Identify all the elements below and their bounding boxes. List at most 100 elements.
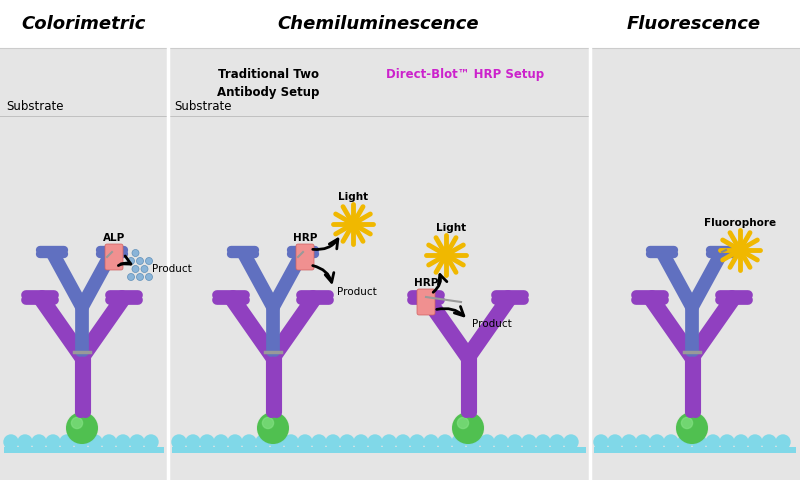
Circle shape [438, 247, 454, 264]
Circle shape [284, 435, 298, 449]
Circle shape [680, 416, 704, 440]
Circle shape [690, 426, 694, 431]
Circle shape [258, 414, 287, 443]
Circle shape [146, 274, 153, 280]
Circle shape [608, 435, 622, 449]
Circle shape [242, 435, 256, 449]
Text: Direct-Blot™ HRP Setup: Direct-Blot™ HRP Setup [386, 68, 544, 81]
Circle shape [73, 419, 92, 438]
Circle shape [564, 435, 578, 449]
Circle shape [678, 414, 706, 443]
FancyBboxPatch shape [105, 244, 123, 270]
Circle shape [410, 435, 424, 449]
Circle shape [127, 257, 134, 264]
Circle shape [466, 426, 470, 431]
Text: Traditional Two
Antibody Setup: Traditional Two Antibody Setup [217, 68, 319, 99]
Circle shape [88, 435, 102, 449]
Circle shape [454, 414, 482, 443]
Circle shape [256, 435, 270, 449]
Circle shape [731, 241, 749, 258]
Circle shape [257, 412, 289, 444]
Circle shape [536, 435, 550, 449]
Circle shape [18, 435, 32, 449]
Circle shape [200, 435, 214, 449]
Circle shape [116, 435, 130, 449]
Circle shape [455, 415, 481, 441]
Circle shape [452, 412, 484, 444]
Circle shape [267, 422, 278, 433]
Circle shape [466, 426, 470, 430]
Circle shape [172, 435, 186, 449]
Circle shape [550, 435, 564, 449]
Circle shape [141, 265, 148, 273]
Circle shape [4, 435, 18, 449]
Circle shape [80, 426, 83, 430]
Circle shape [688, 424, 696, 432]
Circle shape [67, 414, 97, 443]
Circle shape [678, 414, 706, 442]
Circle shape [466, 435, 480, 449]
Circle shape [146, 257, 153, 264]
Circle shape [70, 415, 94, 441]
Bar [594, 447, 796, 453]
Circle shape [689, 425, 695, 431]
Circle shape [271, 426, 274, 430]
Text: Fluorophore: Fluorophore [704, 218, 776, 228]
Circle shape [266, 421, 280, 435]
Circle shape [494, 435, 508, 449]
Circle shape [677, 413, 707, 443]
Circle shape [458, 419, 478, 438]
Circle shape [260, 415, 286, 441]
Circle shape [453, 413, 483, 443]
Circle shape [102, 435, 116, 449]
FancyBboxPatch shape [296, 244, 314, 270]
Text: ALP: ALP [103, 233, 125, 243]
Circle shape [452, 435, 466, 449]
Text: Substrate: Substrate [6, 100, 63, 113]
Circle shape [214, 435, 228, 449]
Circle shape [77, 422, 88, 433]
Circle shape [60, 435, 74, 449]
Circle shape [79, 426, 85, 431]
Circle shape [264, 419, 282, 437]
Circle shape [77, 423, 87, 433]
Circle shape [748, 435, 762, 449]
Circle shape [368, 435, 382, 449]
Circle shape [594, 435, 608, 449]
Circle shape [259, 414, 286, 442]
Text: Light: Light [436, 223, 466, 233]
Circle shape [686, 421, 698, 434]
Circle shape [262, 417, 284, 439]
Circle shape [74, 420, 90, 436]
Circle shape [78, 425, 86, 431]
Circle shape [461, 421, 475, 435]
FancyBboxPatch shape [417, 289, 435, 315]
Circle shape [456, 416, 480, 440]
Circle shape [137, 257, 143, 264]
Circle shape [720, 435, 734, 449]
Circle shape [312, 435, 326, 449]
Circle shape [664, 435, 678, 449]
Circle shape [776, 435, 790, 449]
Circle shape [682, 418, 702, 438]
Text: Light: Light [338, 192, 368, 202]
Circle shape [326, 435, 340, 449]
Circle shape [636, 435, 650, 449]
Circle shape [684, 420, 700, 436]
Circle shape [262, 418, 283, 438]
Circle shape [261, 416, 285, 440]
Circle shape [70, 416, 94, 440]
Text: HRP: HRP [293, 233, 317, 243]
Circle shape [263, 419, 282, 438]
Text: HRP: HRP [414, 278, 438, 288]
Circle shape [681, 417, 703, 439]
Circle shape [269, 424, 277, 432]
Circle shape [186, 435, 200, 449]
Circle shape [228, 435, 242, 449]
Circle shape [685, 421, 699, 435]
Circle shape [298, 435, 312, 449]
Circle shape [464, 424, 472, 432]
Circle shape [137, 274, 143, 280]
Circle shape [480, 435, 494, 449]
Circle shape [144, 435, 158, 449]
